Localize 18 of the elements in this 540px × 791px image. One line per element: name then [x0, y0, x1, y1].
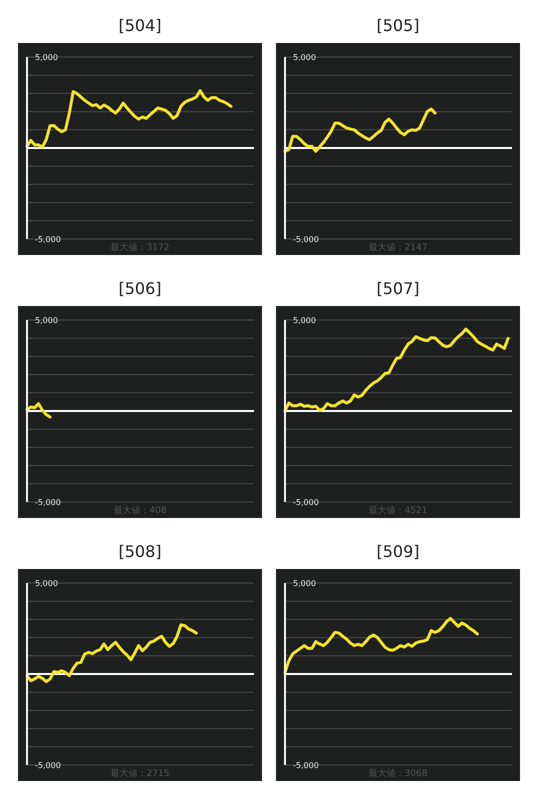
chart-title: [505]	[375, 15, 421, 37]
y-tick-label: -5,000	[35, 498, 61, 507]
chart-title: [504]	[117, 15, 163, 37]
y-tick-label: -5,000	[293, 760, 319, 770]
chart-title: [507]	[375, 278, 421, 300]
chart-title: [506]	[117, 278, 163, 300]
chart-title: [508]	[117, 541, 163, 563]
y-tick-label: 5,000	[35, 52, 58, 62]
y-tick-label: 5,000	[293, 316, 316, 325]
y-tick-label: 5,000	[293, 578, 316, 588]
y-tick-label: 5,000	[293, 52, 316, 62]
y-tick-label: 5,000	[35, 578, 58, 588]
y-tick-label: -5,000	[293, 498, 319, 507]
y-tick-label: -5,000	[293, 234, 319, 244]
chart-title: [509]	[375, 541, 421, 563]
y-tick-label: -5,000	[35, 234, 61, 244]
y-tick-label: -5,000	[35, 760, 61, 770]
y-tick-label: 5,000	[35, 316, 58, 325]
